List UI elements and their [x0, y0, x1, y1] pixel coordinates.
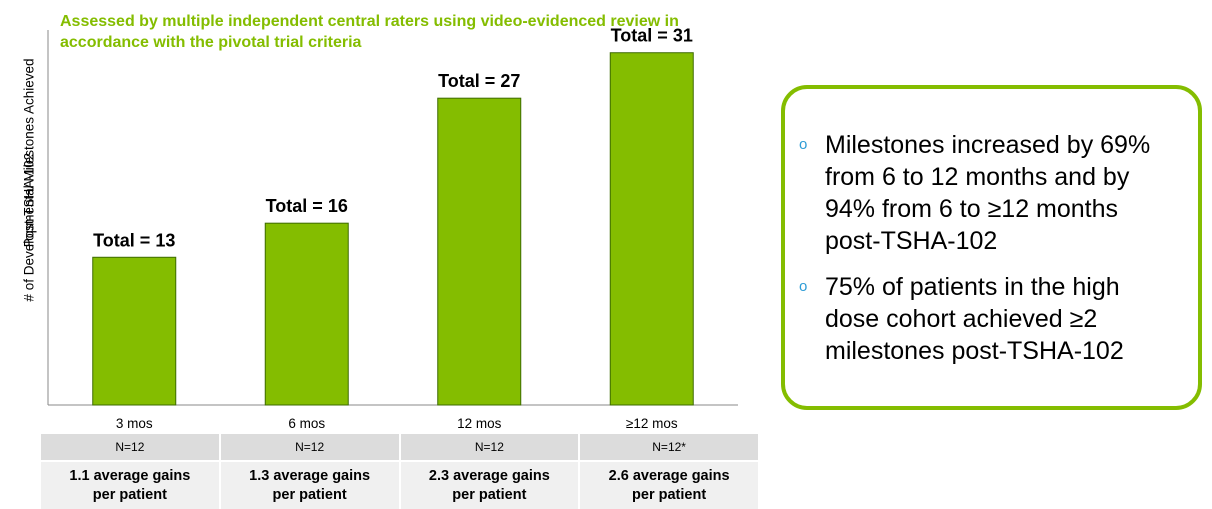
bar	[92, 256, 177, 406]
sample-size-cell: N=12*	[578, 434, 758, 460]
bar	[264, 222, 349, 406]
average-gains-line-1: 2.6 average gains	[608, 467, 730, 484]
bar	[437, 97, 522, 406]
average-gains-line-1: 2.3 average gains	[428, 467, 550, 484]
sample-size-row: N=12 N=12 N=12 N=12*	[41, 434, 758, 460]
key-findings-callout: o Milestones increased by 69% from 6 to …	[781, 85, 1202, 410]
average-gains-cell: 2.6 average gains per patient	[578, 462, 758, 509]
x-tick-label: ≥12 mos	[626, 416, 678, 431]
x-tick-label: 6 mos	[288, 416, 325, 431]
bar-total-label: Total = 16	[266, 196, 348, 216]
average-gains-line-1: 1.3 average gains	[249, 467, 371, 484]
x-tick-label: 12 mos	[457, 416, 502, 431]
average-gains-line-1: 1.1 average gains	[69, 467, 191, 484]
key-findings-list: o Milestones increased by 69% from 6 to …	[785, 89, 1198, 367]
chart-subtitle: Assessed by multiple independent central…	[60, 13, 679, 51]
bar-chart: Total = 13 3 mos Total = 16 6 mos Total = 27…	[47, 26, 738, 431]
x-tick-label: 3 mos	[116, 416, 153, 431]
sample-size-cell: N=12	[41, 434, 219, 460]
sample-size-cell: N=12	[218, 434, 399, 460]
bar	[609, 52, 694, 406]
average-gains-line-2: per patient	[92, 486, 167, 503]
bar-total-label: Total = 31	[611, 26, 693, 46]
circle-bullet-icon: o	[799, 136, 808, 153]
key-finding-item: o Milestones increased by 69% from 6 to …	[799, 129, 1178, 257]
summary-table: N=12 N=12 N=12 N=12* 1.1 average gains pe…	[41, 434, 758, 509]
average-gains-cell: 2.3 average gains per patient	[398, 462, 579, 509]
average-gains-cell: 1.1 average gains per patient	[41, 462, 219, 509]
bar-group: Total = 13 3 mos Total = 16 6 mos Total = 27…	[92, 26, 694, 431]
key-finding-text: 75% of patients in the high dose cohort …	[825, 273, 1124, 365]
average-gains-cell: 1.3 average gains per patient	[218, 462, 399, 509]
circle-bullet-icon: o	[799, 278, 808, 295]
average-gains-line-2: per patient	[452, 486, 527, 503]
average-gains-row: 1.1 average gains per patient 1.3 average…	[41, 462, 758, 509]
bar-total-label: Total = 13	[93, 230, 175, 250]
average-gains-line-2: per patient	[272, 486, 347, 503]
key-finding-item: o 75% of patients in the high dose cohor…	[799, 271, 1178, 367]
sample-size-cell: N=12	[398, 434, 579, 460]
bar-total-label: Total = 27	[438, 71, 520, 91]
average-gains-line-2: per patient	[632, 486, 707, 503]
key-finding-text: Milestones increased by 69% from 6 to 12…	[825, 131, 1151, 255]
